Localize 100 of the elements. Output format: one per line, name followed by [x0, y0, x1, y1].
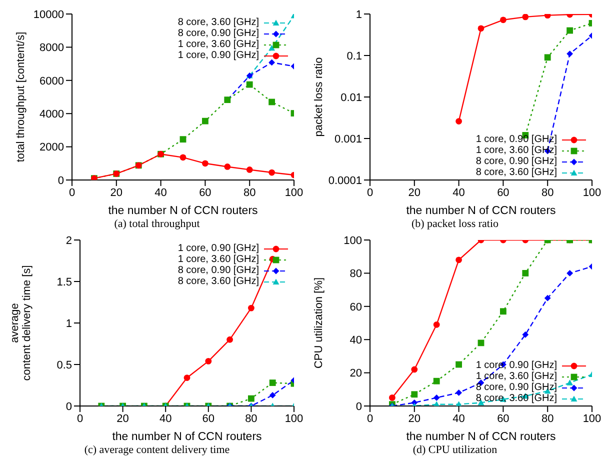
point	[269, 392, 276, 398]
x-axis-title: the number N of CCN routers	[406, 205, 556, 217]
x-tick-label: 100	[284, 186, 304, 199]
point	[248, 304, 254, 312]
y-tick-label: 20	[350, 368, 362, 380]
legend-label: 8 core, 0.90 [GHz]	[178, 265, 259, 276]
point	[433, 394, 440, 401]
y-axis-title: CPU utilization [%]	[313, 277, 325, 369]
text: (a) total throughput	[113, 218, 201, 232]
y-tick-label: 0	[66, 400, 72, 413]
x-tick-label: 80	[541, 186, 554, 199]
x-tick-label: 40	[159, 412, 172, 425]
point	[456, 118, 462, 124]
y-tick-label: 0.0001	[328, 174, 362, 187]
point	[500, 308, 506, 315]
point	[411, 366, 418, 373]
x-tick-label: 20	[110, 186, 123, 199]
y-tick-label: 2	[66, 234, 72, 247]
point	[566, 380, 573, 386]
y-tick-label: 1.5	[56, 276, 72, 288]
point	[456, 390, 462, 396]
legend-label: 1 core, 0.90 [GHz]	[178, 243, 259, 254]
y-tick-label: 0.001	[334, 133, 362, 146]
y-tick-label: 10000	[33, 8, 64, 21]
point	[522, 14, 529, 20]
y-tick-label: 60	[350, 301, 362, 314]
point	[522, 270, 529, 276]
y-axis-title: average content delivery time [s]	[9, 265, 33, 381]
point	[268, 98, 275, 106]
text: (c) average content delivery time	[83, 444, 231, 458]
legend-label: 8 core, 3.60 [GHz]	[476, 167, 557, 178]
point	[411, 391, 418, 398]
point	[269, 380, 276, 386]
x-tick-label: 60	[202, 412, 215, 425]
point	[456, 256, 462, 264]
x-tick-label: 100	[582, 186, 602, 199]
y-tick-label: 0.1	[346, 50, 362, 62]
point	[268, 44, 275, 51]
point	[226, 336, 233, 343]
legend-label: 1 core, 3.60 [GHz]	[476, 371, 557, 382]
y-tick-label: 0	[58, 174, 64, 187]
x-axis-title: the number N of CCN routers	[112, 431, 262, 443]
y-tick-label: 2000	[40, 142, 64, 154]
legend-label: 8 core, 0.90 [GHz]	[476, 382, 557, 393]
x-axis-title: the number N of CCN routers	[108, 205, 258, 217]
x-tick-label: 100	[582, 412, 602, 425]
legend-label: 1 core, 3.60 [GHz]	[178, 254, 259, 265]
point	[184, 374, 190, 381]
legend-label: 1 core, 0.90 [GHz]	[476, 134, 557, 145]
point	[224, 164, 231, 170]
x-tick-label: 60	[497, 412, 510, 425]
point	[202, 160, 208, 167]
x-tick-label: 0	[366, 412, 374, 425]
y-tick-label: 6000	[40, 75, 64, 88]
x-tick-label: 40	[452, 412, 465, 425]
legend-label: 8 core, 0.90 [GHz]	[178, 28, 259, 39]
point	[202, 118, 208, 124]
y-axis-title: packet loss ratio	[313, 57, 325, 137]
point	[544, 294, 551, 302]
point	[566, 270, 573, 276]
point	[500, 16, 506, 24]
point	[433, 378, 440, 384]
x-tick-label: 40	[452, 186, 465, 199]
point	[180, 136, 186, 143]
x-tick-label: 40	[154, 186, 167, 199]
x-tick-label: 100	[284, 412, 304, 425]
point	[268, 59, 275, 66]
x-tick-label: 80	[245, 412, 258, 425]
text: (d) CPU utilization	[412, 444, 498, 458]
point	[544, 54, 551, 61]
y-tick-label: 8000	[40, 42, 64, 54]
point	[433, 321, 440, 328]
x-tick-label: 80	[243, 186, 256, 199]
y-tick-label: 100	[344, 234, 362, 247]
y-tick-label: 80	[350, 268, 362, 280]
point	[544, 14, 551, 19]
x-tick-label: 0	[76, 412, 84, 425]
y-tick-label: 0.5	[56, 359, 72, 372]
y-tick-label: 4000	[40, 108, 64, 121]
x-tick-label: 20	[408, 412, 421, 425]
point	[522, 331, 529, 338]
point	[566, 27, 573, 34]
legend-label: 8 core, 0.90 [GHz]	[476, 156, 557, 167]
point	[268, 169, 275, 176]
x-tick-label: 20	[408, 186, 421, 199]
x-axis-title: the number N of CCN routers	[406, 431, 556, 443]
x-tick-label: 0	[366, 186, 374, 199]
x-tick-label: 80	[541, 412, 554, 425]
point	[456, 361, 462, 368]
x-tick-label: 60	[497, 186, 510, 199]
point	[478, 340, 484, 346]
legend-label: 8 core, 3.60 [GHz]	[178, 276, 259, 287]
y-tick-label: 40	[350, 334, 362, 347]
point	[389, 394, 396, 401]
point	[180, 154, 186, 161]
legend-label: 8 core, 3.60 [GHz]	[178, 17, 259, 28]
point	[205, 358, 212, 364]
y-tick-label: 1	[66, 318, 72, 330]
point	[248, 395, 254, 402]
point	[566, 50, 573, 57]
